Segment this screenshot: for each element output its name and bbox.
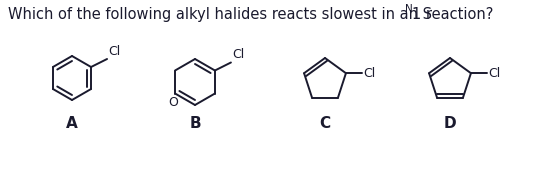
- Text: N: N: [405, 4, 413, 14]
- Text: Cl: Cl: [232, 48, 244, 62]
- Text: D: D: [443, 115, 456, 131]
- Text: A: A: [66, 115, 78, 131]
- Text: C: C: [319, 115, 330, 131]
- Text: Cl: Cl: [108, 45, 120, 58]
- Text: 1 reaction?: 1 reaction?: [412, 7, 494, 22]
- Text: O: O: [168, 96, 178, 108]
- Text: Cl: Cl: [488, 67, 500, 80]
- Text: B: B: [189, 115, 201, 131]
- Text: Cl: Cl: [363, 67, 375, 80]
- Text: Which of the following alkyl halides reacts slowest in an S: Which of the following alkyl halides rea…: [8, 7, 432, 22]
